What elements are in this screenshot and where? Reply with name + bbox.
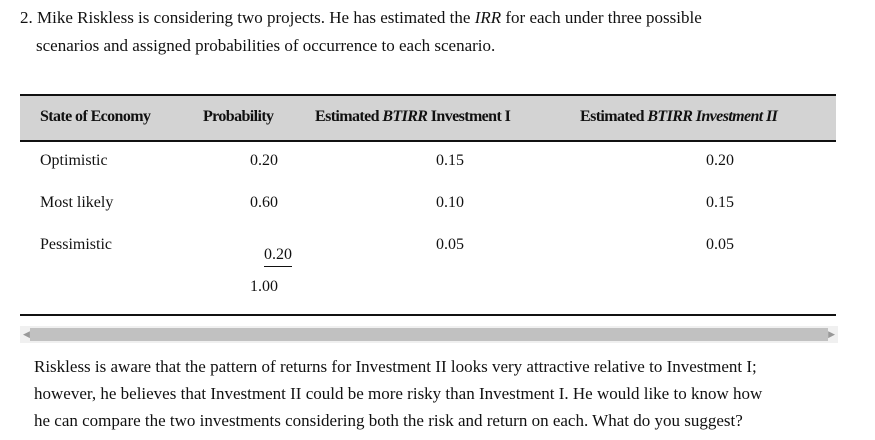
question-line-2: scenarios and assigned probabilities of … [36,36,496,55]
header-inv2-em: BTIRR Investment II [647,108,778,125]
header-state: State of Economy [40,108,151,125]
cell-inv1: 0.05 [436,236,464,253]
header-inv1-post: Investment I [427,108,511,125]
arrow-left-icon[interactable]: ◀ [23,329,30,339]
table-row: Most likely 0.60 0.10 0.15 [20,184,836,226]
arrow-right-icon[interactable]: ▶ [828,329,835,339]
probability-total: 1.00 [250,278,278,295]
scrollbar-thumb[interactable] [30,328,828,341]
horizontal-scrollbar[interactable]: ◀ ▶ [20,326,838,343]
paragraph-line-3: he can compare the two investments consi… [34,411,743,430]
irr-term: IRR [474,8,502,27]
cell-probability: 0.20 [250,152,278,169]
underlined-probability: 0.20 [264,246,292,267]
cell-state: Optimistic [40,152,108,169]
scenario-table: State of Economy Probability Estimated B… [20,94,836,316]
table-bottom-rule [20,314,836,316]
paragraph-line-1: Riskless is aware that the pattern of re… [34,357,757,376]
table-row: Optimistic 0.20 0.15 0.20 [20,142,836,184]
table-header: State of Economy Probability Estimated B… [20,94,836,142]
follow-up-paragraph: Riskless is aware that the pattern of re… [34,353,854,434]
question-line-1-end: for each under three possible [501,8,702,27]
header-probability: Probability [203,108,274,125]
cell-inv1: 0.15 [436,152,464,169]
cell-inv1: 0.10 [436,194,464,211]
cell-state: Most likely [40,194,114,211]
header-inv1-pre: Estimated [315,108,383,125]
cell-state: Pessimistic [40,236,113,253]
question-text: 2. Mike Riskless is considering two proj… [20,4,860,60]
header-inv1-em: BTIRR [382,108,428,125]
cell-inv2: 0.20 [706,152,734,169]
paragraph-line-2: however, he believes that Investment II … [34,384,763,403]
cell-probability: 0.60 [250,194,278,211]
question-number: 2. [20,8,33,27]
cell-inv2: 0.05 [706,236,734,253]
header-inv2-pre: Estimated [580,108,648,125]
header-inv2: Estimated BTIRR Investment II [580,108,778,126]
question-line-1: Mike Riskless is considering two project… [37,8,475,27]
cell-inv2: 0.15 [706,194,734,211]
table-total-row: 1.00 [20,268,836,310]
table-row: Pessimistic 0.20 0.05 0.05 [20,226,836,268]
header-inv1: Estimated BTIRR Investment I [315,108,511,126]
